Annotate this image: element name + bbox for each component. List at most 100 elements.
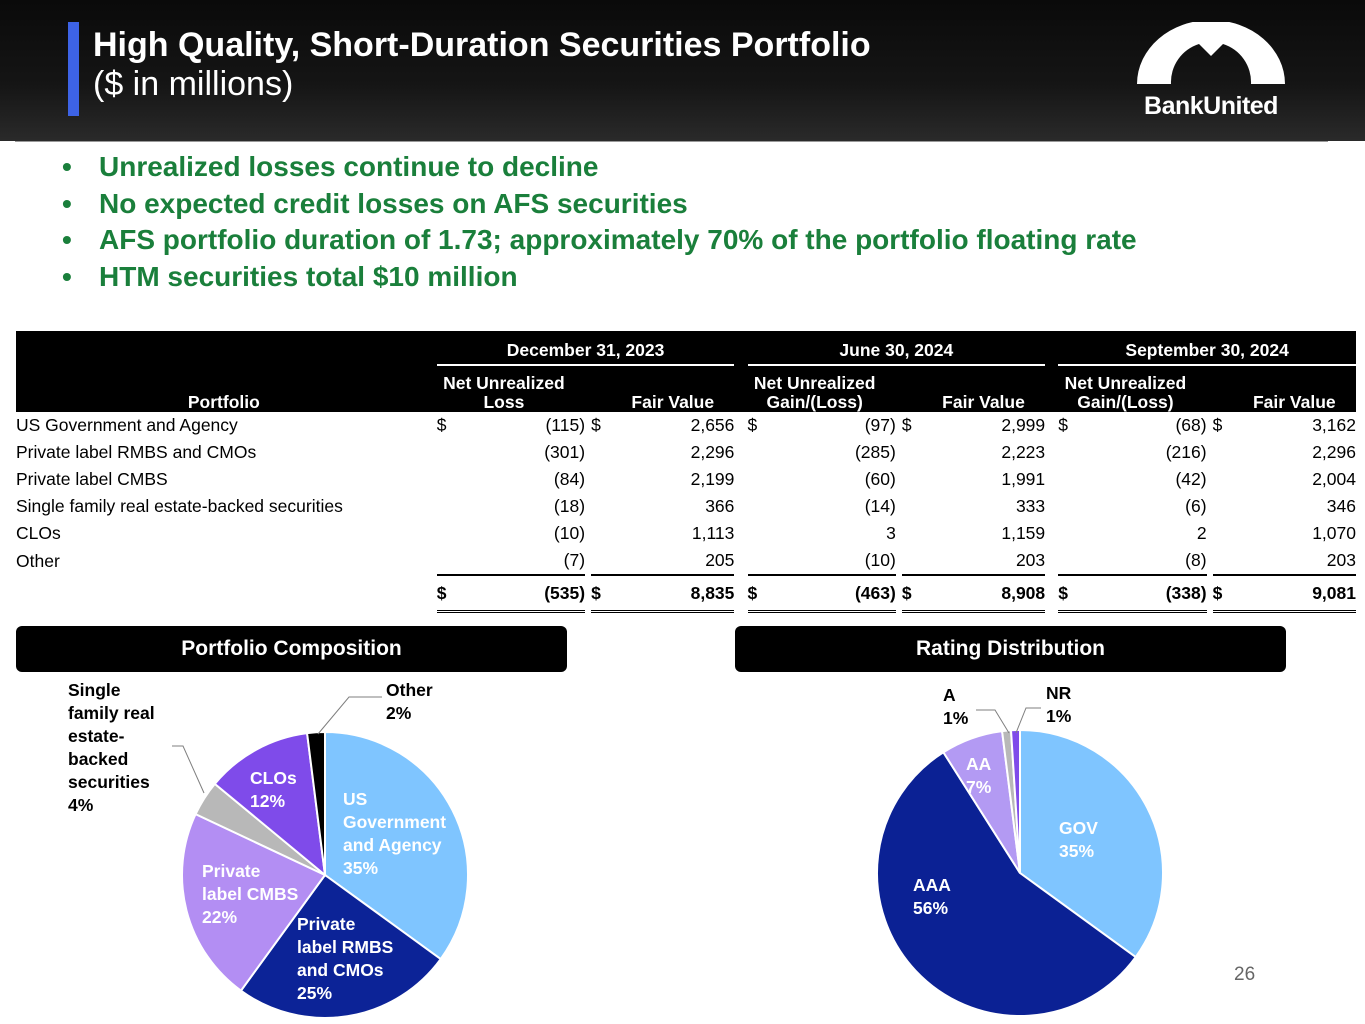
data-label: AA 7% bbox=[966, 754, 992, 797]
data-label: Private label CMBS 22% bbox=[202, 861, 298, 927]
table-cell: 2,223 bbox=[1001, 442, 1046, 462]
table-cell: (84) bbox=[553, 469, 586, 489]
pie-slice-gov bbox=[1019, 728, 1164, 959]
portfolio-composition-title: Portfolio Composition bbox=[16, 626, 567, 672]
table-cell: 203 bbox=[922, 547, 1046, 576]
table-cell: 1,991 bbox=[1001, 469, 1046, 489]
table-cell: 205 bbox=[611, 547, 735, 576]
table-cell: (97) bbox=[864, 415, 896, 435]
total-row: $ (535) $8,835 $ (463) $8,908 $ (338) $9,081 bbox=[16, 574, 1356, 613]
table-cell: (463) bbox=[767, 574, 896, 613]
table-cell: 2,999 bbox=[1001, 415, 1046, 435]
leader-line bbox=[172, 745, 205, 794]
period-header: December 31, 2023 bbox=[436, 331, 735, 366]
table-cell: (301) bbox=[544, 442, 586, 462]
dollar-sign: $ bbox=[1058, 415, 1068, 435]
dollar-sign: $ bbox=[591, 415, 601, 435]
table-cell: 346 bbox=[1326, 496, 1356, 516]
table-cell: (18) bbox=[553, 496, 586, 516]
pie-slice-nr bbox=[1009, 728, 1021, 874]
pie-slice-us-government-and-agency bbox=[324, 730, 469, 961]
table-cell: (285) bbox=[854, 442, 896, 462]
table-row: US Government and Agency $ (115) $2,656 $ (97… bbox=[16, 412, 1356, 439]
net-unrealized-header: Net Unrealized Gain/(Loss) bbox=[1058, 365, 1207, 412]
fair-value-header: Fair Value bbox=[901, 365, 1046, 412]
dollar-sign: $ bbox=[901, 574, 923, 613]
table-cell: 2,004 bbox=[1312, 469, 1356, 489]
data-label: Other 2% bbox=[386, 680, 433, 723]
period-header: June 30, 2024 bbox=[747, 331, 1046, 366]
dollar-sign: $ bbox=[591, 574, 612, 613]
table-row: Other (7) 205 (10) 203 (8) 203 bbox=[16, 547, 1356, 576]
period-header: September 30, 2024 bbox=[1058, 331, 1356, 366]
net-unrealized-header: Net Unrealized Gain/(Loss) bbox=[747, 365, 896, 412]
dollar-sign: $ bbox=[747, 415, 758, 435]
dollar-sign: $ bbox=[901, 415, 912, 435]
bullet-item: • Unrealized losses continue to decline bbox=[62, 149, 1137, 186]
table-cell: 2,296 bbox=[690, 442, 735, 462]
pie-slice-private-label-rmbs-and-cmos bbox=[239, 873, 443, 1019]
logo-wordmark: BankUnited bbox=[1144, 92, 1278, 120]
data-label: GOV 35% bbox=[1059, 818, 1098, 861]
table-cell: 1,113 bbox=[691, 523, 735, 543]
table-cell: (216) bbox=[1165, 442, 1207, 462]
table-cell: (60) bbox=[864, 469, 896, 489]
table-cell: 2,296 bbox=[1312, 442, 1356, 462]
table-cell: 2,656 bbox=[690, 415, 735, 435]
pie-slice-other bbox=[305, 730, 326, 876]
net-unrealized-header: Net Unrealized Loss bbox=[436, 365, 586, 412]
table-cell: (115) bbox=[545, 415, 586, 435]
accent-bar bbox=[68, 22, 79, 116]
rating-distribution-pie-chart: GOV 35% AAA 56% AA 7% A 1% NR 1% bbox=[876, 683, 1164, 1017]
header-divider bbox=[15, 141, 1328, 142]
table-row: Private label RMBS and CMOs (301) 2,296 (28… bbox=[16, 439, 1356, 466]
table-cell: 333 bbox=[1015, 496, 1046, 516]
table-cell: 1,070 bbox=[1312, 523, 1356, 543]
data-label: Single family real estate-backed securities… bbox=[68, 680, 155, 815]
bullet-dot: • bbox=[62, 260, 72, 292]
table-cell: (68) bbox=[1175, 415, 1207, 435]
slide-subtitle: ($ in millions) bbox=[93, 65, 294, 103]
bankunited-logo-icon bbox=[1137, 22, 1285, 84]
portfolio-column-header: Portfolio bbox=[16, 365, 432, 412]
row-label: Private label CMBS bbox=[16, 469, 168, 489]
data-label: CLOs 12% bbox=[250, 768, 297, 811]
table-cell: (6) bbox=[1185, 496, 1207, 516]
table-cell: 3 bbox=[886, 523, 896, 543]
data-label: US Government and Agency 35% bbox=[343, 789, 446, 878]
table-cell: (8) bbox=[1078, 547, 1207, 576]
bullet-item: • HTM securities total $10 million bbox=[62, 259, 1137, 296]
row-label: Other bbox=[16, 550, 60, 571]
table-cell: 366 bbox=[705, 496, 735, 516]
table-cell: 8,908 bbox=[922, 574, 1046, 613]
dollar-sign: $ bbox=[1212, 415, 1223, 435]
rating-distribution-title: Rating Distribution bbox=[735, 626, 1286, 672]
table-cell: 203 bbox=[1232, 547, 1356, 576]
table-cell: 2,199 bbox=[690, 469, 735, 489]
leader-line bbox=[976, 709, 1010, 734]
pie-slice-aaa bbox=[876, 750, 1138, 1017]
bullet-dot: • bbox=[62, 151, 72, 182]
portfolio-table: December 31, 2023 June 30, 2024 Septembe… bbox=[16, 331, 1356, 613]
pie-slice-clos bbox=[213, 732, 327, 878]
dollar-sign: $ bbox=[436, 574, 457, 613]
slide-header: High Quality, Short-Duration Securities … bbox=[0, 0, 1365, 141]
fair-value-header: Fair Value bbox=[591, 365, 735, 412]
data-label: NR 1% bbox=[1046, 683, 1072, 726]
leader-line bbox=[317, 696, 382, 735]
portfolio-composition-pie-chart: US Government and Agency 35% Private label RM… bbox=[68, 680, 469, 1019]
table-cell: 3,162 bbox=[1312, 415, 1356, 435]
row-label: Single family real estate-backed securit… bbox=[16, 496, 343, 516]
page-number: 26 bbox=[1234, 964, 1256, 985]
table-cell: (338) bbox=[1078, 574, 1207, 613]
table-cell: (10) bbox=[553, 523, 586, 543]
table-cell: (42) bbox=[1175, 469, 1207, 489]
row-label: Private label RMBS and CMOs bbox=[16, 442, 257, 462]
bullet-dot: • bbox=[62, 187, 72, 219]
dollar-sign: $ bbox=[1212, 574, 1233, 613]
dollar-sign: $ bbox=[436, 415, 447, 435]
row-label: CLOs bbox=[16, 523, 61, 543]
data-label: AAA 56% bbox=[913, 875, 951, 918]
row-label: US Government and Agency bbox=[16, 415, 238, 435]
table-row: CLOs (10) 1,113 3 1,159 2 1,070 bbox=[16, 520, 1356, 547]
